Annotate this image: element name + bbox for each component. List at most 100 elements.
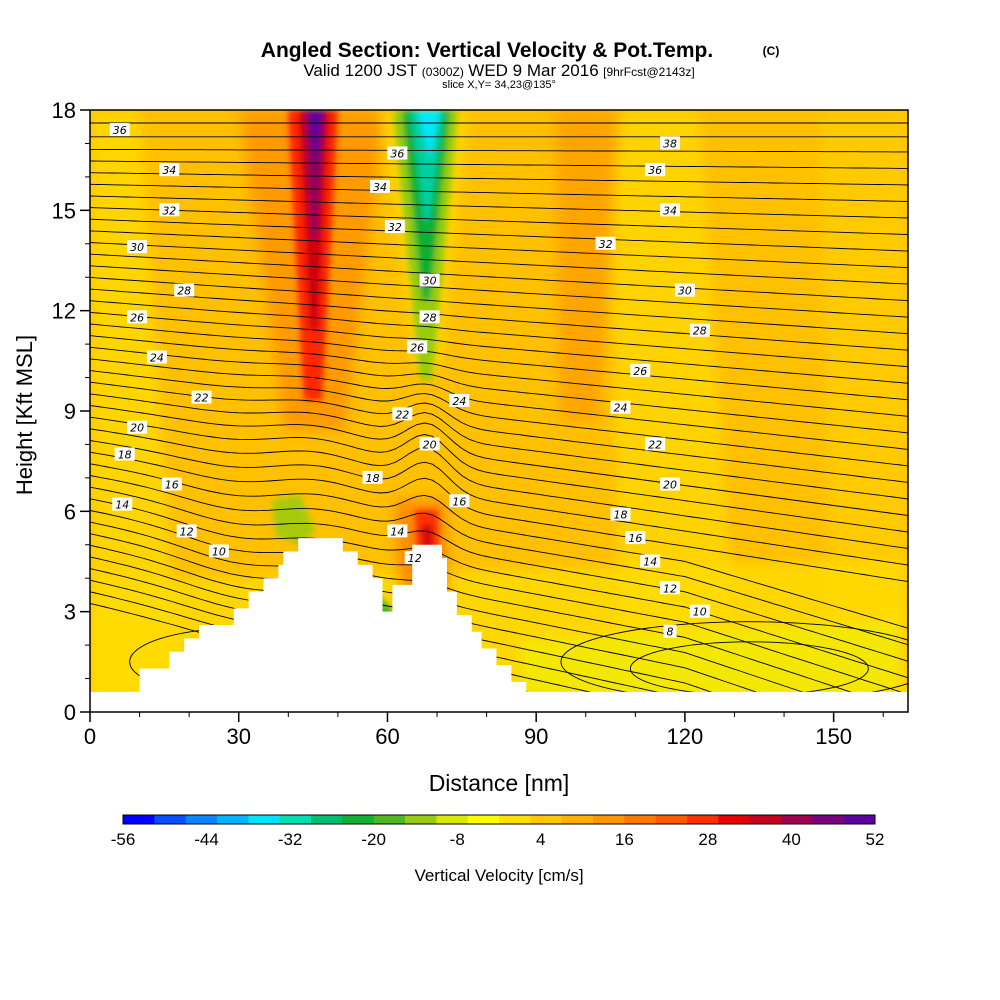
colorbar-swatch (436, 815, 469, 824)
isentrope-label: 34 (159, 163, 180, 177)
y-tick-label: 12 (52, 299, 76, 324)
isentrope-label-text: 24 (613, 402, 627, 415)
isentrope-label-box (610, 400, 631, 414)
isentrope-label: 20 (127, 420, 148, 435)
isentrope-label-box (660, 477, 681, 491)
isentrope-line (90, 172, 908, 186)
isentrope-label-box (387, 524, 408, 538)
valid-utc: (0300Z) (422, 65, 464, 79)
isentrope-label: 30 (674, 283, 695, 298)
isentrope-label-box (112, 497, 133, 511)
isentrope-label: 26 (630, 363, 651, 378)
isentrope-line (90, 381, 908, 483)
colorbar-tick-label: -8 (450, 830, 465, 849)
isentrope-label: 14 (112, 497, 133, 512)
isentrope-line (90, 358, 908, 450)
x-axis-label: Distance [nm] (429, 770, 570, 796)
isentrope-label: 32 (384, 220, 405, 234)
isentrope-label-box (114, 447, 135, 461)
lower-layer-weak (520, 620, 900, 712)
colorbar-tick-label: -56 (111, 830, 136, 849)
isentrope-label-text: 14 (115, 499, 129, 512)
isentrope-label: 28 (419, 310, 440, 324)
isentrope-line (90, 207, 908, 235)
y-tick-label: 0 (64, 700, 76, 725)
isentrope-label-text: 24 (150, 351, 164, 364)
isentrope-label-box (689, 604, 710, 618)
forecast-info: [9hrFcst@2143z] (603, 65, 695, 79)
isentrope-label: 10 (689, 604, 710, 619)
isentrope-label-text: 16 (165, 479, 179, 492)
isentrope-label-text: 32 (162, 204, 176, 217)
isentrope-label-box (645, 437, 666, 451)
colorbar-tick-label: -32 (278, 830, 303, 849)
isentrope-label-box (449, 393, 470, 407)
isentrope-line (90, 521, 908, 712)
isentrope-line (90, 323, 908, 401)
chart-title: Angled Section: Vertical Velocity & Pot.… (261, 39, 713, 62)
isentrope-label: 26 (407, 340, 428, 354)
isentrope-label-box (370, 179, 391, 193)
isentrope-label: 28 (174, 283, 195, 298)
isentrope-label-box (127, 240, 148, 254)
isentrope-line (90, 428, 908, 549)
isentrope-label-box (660, 581, 681, 595)
isentrope-line (90, 393, 908, 500)
isentrope-label-box (419, 437, 440, 451)
isentrope-label-box (674, 283, 695, 297)
isentrope-label-text: 18 (118, 448, 132, 461)
isentrope-label-box (384, 220, 405, 234)
downdraft-core-top (417, 110, 440, 160)
colorbar-tick-label: 28 (698, 830, 717, 849)
isentrope-label-box (392, 407, 413, 421)
isentrope-label-text: 20 (130, 422, 144, 435)
isentrope-line (90, 486, 908, 662)
isentrope-label-box (191, 390, 212, 404)
isentrope-line (90, 253, 908, 302)
isentrope-label-text: 12 (408, 552, 422, 565)
isentrope-label-box (208, 544, 229, 558)
isentrope-label-text: 34 (373, 181, 387, 194)
isentrope-line (90, 160, 908, 169)
isentrope-line (90, 556, 770, 712)
isentrope-line (90, 148, 908, 153)
isentrope-label: 32 (595, 236, 616, 251)
colorbar-swatch (467, 815, 500, 824)
isentrope-label-text: 10 (212, 545, 226, 558)
isentrope-line (90, 183, 908, 202)
isentrope-label-text: 16 (628, 532, 642, 545)
isentrope-lines (90, 122, 908, 712)
isentrope-label: 36 (109, 123, 130, 137)
isentrope-label-box (146, 350, 167, 364)
y-tick-label: 6 (64, 499, 76, 524)
isentrope-label-text: 14 (390, 525, 404, 538)
valid-time: Valid 1200 JST (303, 61, 417, 80)
y-tick-label: 18 (52, 98, 76, 123)
isentrope-line (90, 533, 864, 712)
isentrope-label: 22 (645, 437, 666, 451)
isentrope-label: 28 (689, 323, 710, 338)
colorbar-tick-label: -44 (194, 830, 219, 849)
isentrope-label-box (174, 283, 195, 297)
isentrope-label-box (407, 340, 428, 354)
isentrope-line (90, 370, 908, 467)
isentrope-label: 8 (663, 624, 677, 639)
isentrope-label-box (449, 494, 470, 508)
isentrope-label: 16 (449, 494, 470, 508)
isentrope-label-text: 8 (667, 626, 674, 639)
isentrope-label-box (610, 507, 631, 521)
isentrope-label: 24 (449, 393, 470, 408)
colorbar: -56 -44 -32 -20 -8 4 16 28 40 52 (111, 814, 884, 849)
isentrope-label-text: 16 (452, 495, 466, 508)
isentrope-label-text: 26 (633, 365, 647, 378)
chart-subtitle: Valid 1200 JST (0300Z) WED 9 Mar 2016 [9… (303, 61, 694, 80)
isentrope-label-text: 22 (648, 438, 662, 451)
isentrope-line (90, 230, 908, 269)
isentrope-label-text: 18 (613, 509, 627, 522)
isentrope-line (90, 276, 908, 335)
plot-area: 3634323028262422201816141210363432302826… (90, 110, 908, 712)
updraft-core-top (308, 110, 322, 165)
isentrope-label-box (660, 136, 681, 150)
